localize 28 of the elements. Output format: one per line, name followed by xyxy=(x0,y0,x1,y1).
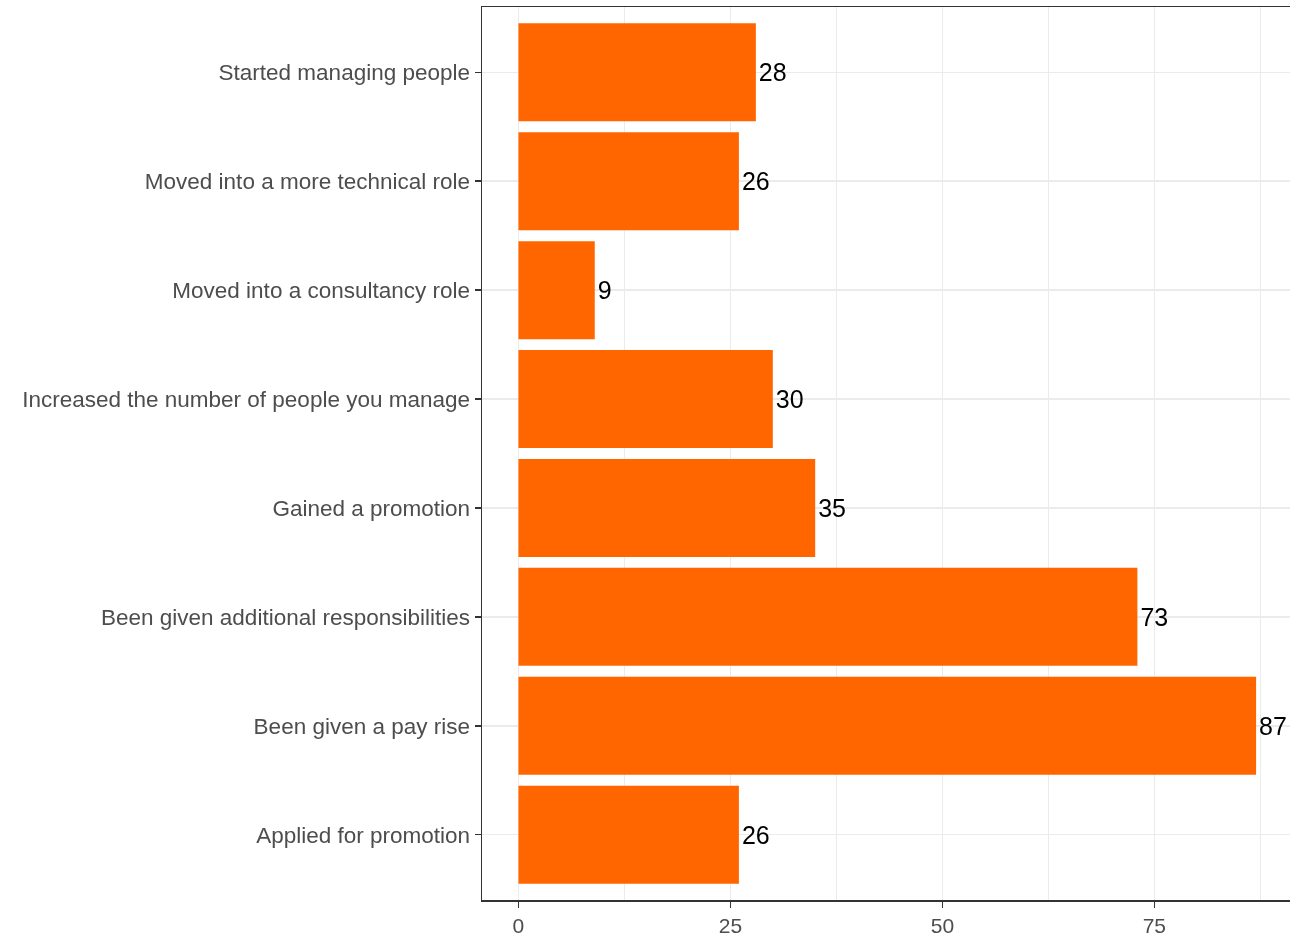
bar xyxy=(518,241,595,340)
data-label: 73 xyxy=(1140,602,1169,631)
data-label: 26 xyxy=(741,820,770,849)
y-tick-label: Moved into a more technical role xyxy=(144,169,470,195)
y-tick-label: Gained a promotion xyxy=(272,495,470,521)
bar xyxy=(518,567,1138,666)
bar xyxy=(518,132,739,231)
y-tick-label: Started managing people xyxy=(218,60,470,86)
data-label: 35 xyxy=(818,493,847,522)
bar xyxy=(518,458,816,557)
y-tick-label: Moved into a consultancy role xyxy=(172,278,470,304)
y-tick-label: Been given additional responsibilities xyxy=(101,604,470,630)
x-tick-label: 75 xyxy=(1142,913,1167,934)
y-tick-label: Increased the number of people you manage xyxy=(22,386,470,412)
data-label: 9 xyxy=(597,276,612,305)
data-label: 87 xyxy=(1259,711,1287,740)
x-tick-label: 0 xyxy=(512,913,525,934)
bar xyxy=(518,350,773,449)
y-tick-label: Applied for promotion xyxy=(256,822,470,848)
bar xyxy=(518,676,1257,775)
data-label: 26 xyxy=(741,167,770,196)
x-tick-label: 50 xyxy=(930,913,955,934)
y-tick-label: Been given a pay rise xyxy=(253,713,470,739)
bar xyxy=(518,23,756,122)
data-label: 30 xyxy=(775,385,804,414)
data-label: 28 xyxy=(758,58,787,87)
bar xyxy=(518,785,739,884)
x-tick-label: 25 xyxy=(718,913,743,934)
